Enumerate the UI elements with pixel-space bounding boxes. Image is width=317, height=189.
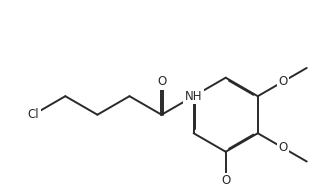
Text: NH: NH [185, 90, 202, 103]
Text: O: O [278, 75, 288, 88]
Text: O: O [157, 75, 166, 88]
Text: O: O [221, 174, 230, 187]
Text: O: O [278, 141, 288, 154]
Text: Cl: Cl [28, 108, 39, 121]
